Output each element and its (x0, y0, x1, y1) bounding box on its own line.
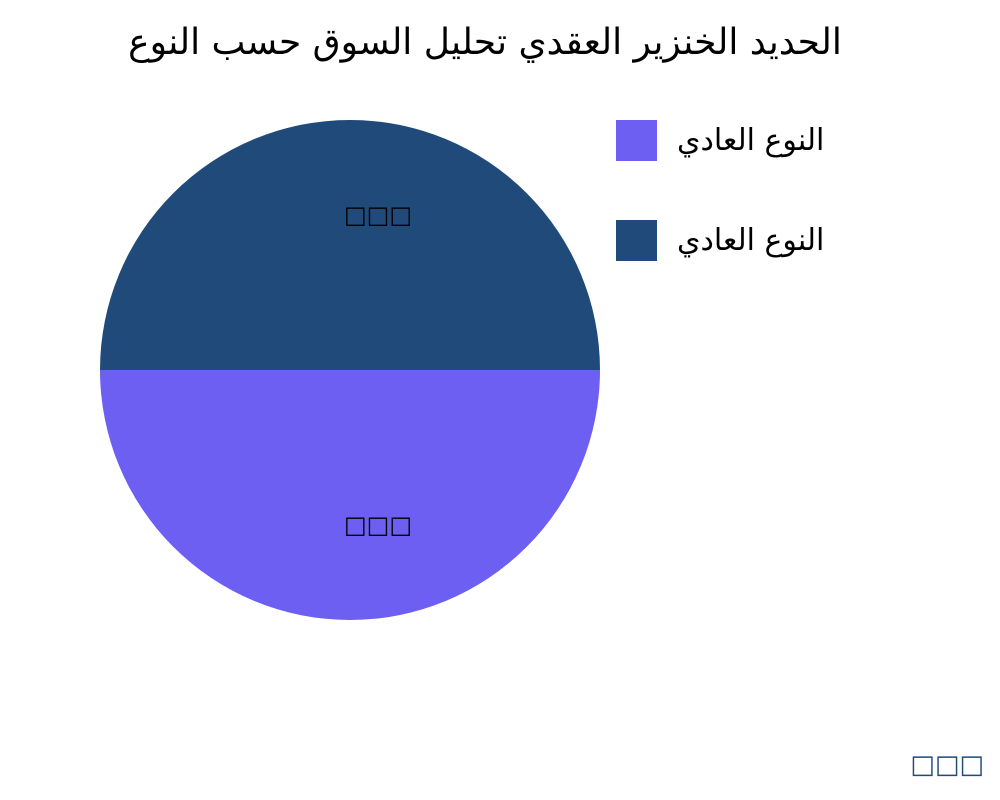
legend-swatch (616, 119, 657, 161)
legend-swatch (616, 219, 657, 261)
pie-slice (100, 370, 600, 620)
slice-data-label: □□□ (344, 201, 412, 229)
legend-label: النوع العادي (677, 222, 825, 258)
watermark: □□□ (910, 750, 984, 780)
pie-slice (100, 120, 600, 370)
chart-title: الحديد الخنزير العقدي تحليل السوق حسب ال… (128, 22, 842, 63)
slice-data-label: □□□ (344, 511, 412, 539)
legend-label: النوع العادي (677, 122, 825, 158)
legend-item: النوع العادي (616, 219, 825, 261)
legend-item: النوع العادي (616, 119, 825, 161)
